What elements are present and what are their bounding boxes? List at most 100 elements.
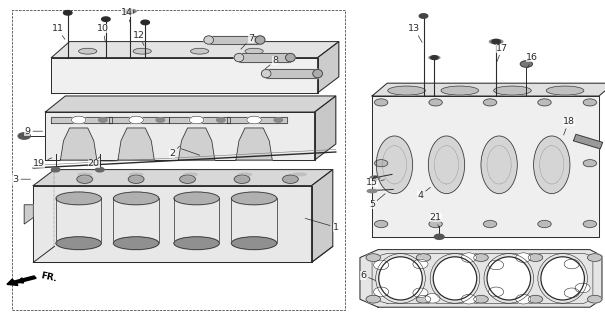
Circle shape bbox=[99, 118, 107, 122]
Circle shape bbox=[416, 254, 431, 261]
Circle shape bbox=[180, 175, 195, 183]
Ellipse shape bbox=[367, 189, 377, 193]
Bar bbox=[266, 69, 318, 78]
Ellipse shape bbox=[245, 48, 263, 54]
Polygon shape bbox=[33, 186, 312, 262]
Ellipse shape bbox=[293, 173, 306, 176]
Polygon shape bbox=[51, 42, 339, 58]
Circle shape bbox=[583, 160, 597, 167]
Ellipse shape bbox=[489, 39, 503, 44]
Circle shape bbox=[528, 254, 543, 261]
Text: 2: 2 bbox=[169, 146, 180, 158]
Polygon shape bbox=[51, 117, 112, 123]
Ellipse shape bbox=[231, 192, 277, 205]
FancyArrow shape bbox=[7, 276, 36, 285]
Ellipse shape bbox=[388, 86, 425, 95]
Circle shape bbox=[528, 295, 543, 303]
Text: 6: 6 bbox=[360, 271, 376, 281]
Polygon shape bbox=[45, 112, 315, 160]
Circle shape bbox=[128, 175, 144, 183]
Circle shape bbox=[274, 118, 283, 122]
Ellipse shape bbox=[78, 173, 91, 176]
Ellipse shape bbox=[564, 259, 580, 269]
Text: 15: 15 bbox=[366, 178, 385, 187]
Ellipse shape bbox=[174, 192, 219, 205]
Text: 16: 16 bbox=[526, 53, 538, 68]
Ellipse shape bbox=[286, 53, 295, 62]
Ellipse shape bbox=[429, 56, 440, 59]
Ellipse shape bbox=[515, 253, 531, 262]
Text: 4: 4 bbox=[417, 187, 430, 200]
Ellipse shape bbox=[191, 48, 209, 54]
Circle shape bbox=[419, 14, 428, 18]
Ellipse shape bbox=[575, 283, 590, 293]
Ellipse shape bbox=[413, 288, 428, 298]
Circle shape bbox=[538, 220, 551, 228]
Ellipse shape bbox=[433, 257, 477, 300]
Text: 9: 9 bbox=[24, 127, 42, 136]
Circle shape bbox=[587, 254, 602, 261]
Circle shape bbox=[366, 254, 381, 261]
Circle shape bbox=[156, 118, 165, 122]
Circle shape bbox=[538, 99, 551, 106]
Polygon shape bbox=[51, 58, 318, 93]
Ellipse shape bbox=[481, 136, 517, 194]
Bar bbox=[239, 53, 290, 62]
Ellipse shape bbox=[541, 257, 584, 300]
Circle shape bbox=[18, 133, 30, 139]
Circle shape bbox=[234, 175, 250, 183]
Ellipse shape bbox=[488, 287, 503, 297]
Ellipse shape bbox=[428, 136, 465, 194]
Bar bbox=[209, 36, 260, 44]
Ellipse shape bbox=[441, 86, 479, 95]
Polygon shape bbox=[24, 205, 33, 224]
Polygon shape bbox=[574, 134, 603, 149]
Circle shape bbox=[492, 39, 500, 44]
Circle shape bbox=[374, 160, 388, 167]
Text: 1: 1 bbox=[305, 218, 339, 232]
Text: 7: 7 bbox=[241, 34, 254, 49]
Circle shape bbox=[189, 116, 204, 124]
Ellipse shape bbox=[373, 287, 389, 297]
Circle shape bbox=[474, 295, 488, 303]
Text: 5: 5 bbox=[369, 194, 385, 209]
Ellipse shape bbox=[255, 36, 265, 44]
Circle shape bbox=[416, 295, 431, 303]
Polygon shape bbox=[372, 96, 599, 237]
Circle shape bbox=[429, 220, 442, 228]
Polygon shape bbox=[318, 42, 339, 93]
Text: 20: 20 bbox=[88, 157, 100, 168]
Circle shape bbox=[129, 116, 143, 124]
Ellipse shape bbox=[488, 260, 503, 270]
Polygon shape bbox=[169, 117, 230, 123]
Circle shape bbox=[51, 167, 60, 172]
Polygon shape bbox=[315, 96, 336, 160]
Ellipse shape bbox=[79, 48, 97, 54]
Circle shape bbox=[141, 20, 149, 25]
Circle shape bbox=[429, 99, 442, 106]
Ellipse shape bbox=[234, 53, 244, 62]
Text: 11: 11 bbox=[51, 24, 65, 39]
Circle shape bbox=[366, 295, 381, 303]
Text: 17: 17 bbox=[496, 44, 508, 61]
Text: 8: 8 bbox=[266, 56, 278, 69]
Polygon shape bbox=[236, 128, 272, 160]
Polygon shape bbox=[227, 117, 287, 123]
Circle shape bbox=[483, 220, 497, 228]
Ellipse shape bbox=[114, 237, 159, 250]
Circle shape bbox=[583, 220, 597, 228]
Ellipse shape bbox=[114, 192, 159, 205]
Circle shape bbox=[64, 11, 72, 15]
Circle shape bbox=[583, 99, 597, 106]
Circle shape bbox=[520, 61, 532, 67]
Circle shape bbox=[434, 234, 444, 239]
Ellipse shape bbox=[461, 253, 477, 262]
Text: 12: 12 bbox=[133, 31, 145, 45]
Circle shape bbox=[71, 116, 86, 124]
Ellipse shape bbox=[124, 9, 136, 13]
Text: 10: 10 bbox=[97, 24, 109, 42]
Polygon shape bbox=[360, 250, 602, 307]
Circle shape bbox=[374, 220, 388, 228]
Ellipse shape bbox=[238, 173, 252, 176]
Text: 18: 18 bbox=[563, 117, 575, 135]
